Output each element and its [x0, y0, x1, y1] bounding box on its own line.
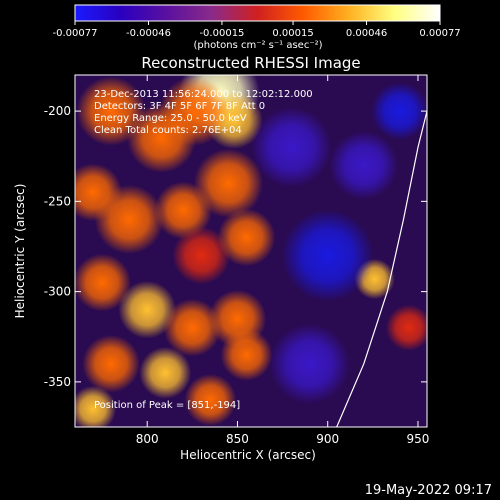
emission-blob: [193, 148, 264, 218]
colorbar-tick-label: -0.00015: [199, 28, 244, 39]
x-tick-label: 900: [316, 432, 339, 446]
colorbar-tick-label: -0.00077: [53, 28, 98, 39]
emission-blob: [269, 323, 351, 405]
y-tick-label: -350: [44, 375, 71, 389]
emission-blob: [76, 76, 146, 146]
plot-frame: [74, 74, 428, 428]
x-tick-label: 950: [407, 432, 430, 446]
emission-blob: [371, 82, 427, 140]
x-tick-label: 850: [226, 432, 249, 446]
x-axis-ticks: 800 850 900 950: [136, 75, 430, 446]
y-tick-label: -200: [44, 104, 71, 118]
colorbar-ticks: -0.00077 -0.00046 -0.00015 0.00015 0.00046 0.…: [53, 21, 461, 39]
emission-blob: [94, 184, 164, 255]
emission-blob: [163, 298, 222, 357]
emission-blob: [217, 208, 276, 267]
y-tick-label: -300: [44, 285, 71, 299]
footer-timestamp: 19-May-2022 09:17: [365, 483, 492, 498]
colorbar-unit-label: (photons cm⁻² s⁻¹ asec⁻²): [193, 40, 322, 51]
emission-blob: [385, 304, 427, 351]
emission-blob: [184, 373, 237, 426]
emission-blob: [251, 106, 333, 188]
annotation-clean-counts: Clean Total counts: 2.76E+04: [94, 125, 242, 136]
y-axis-ticks: -200 -250 -300 -350: [44, 104, 427, 389]
emission-blob: [220, 328, 273, 381]
emission-map: [75, 75, 427, 427]
annotation-energy-range: Energy Range: 25.0 - 50.0 keV: [94, 113, 247, 124]
annotation-peak-position: Position of Peak = [851,-194]: [94, 400, 240, 411]
emission-blob: [329, 130, 399, 200]
colorbar-tick-label: 0.00046: [346, 28, 387, 39]
annotation-detectors: Detectors: 3F 4F 5F 6F 7F 8F Att 0: [94, 101, 265, 112]
chart-title: Reconstructed RHESSI Image: [141, 54, 360, 72]
solar-limb-curve: [336, 110, 427, 427]
emission-blob: [75, 253, 131, 312]
emission-blob: [75, 385, 117, 427]
emission-blob: [118, 280, 177, 339]
emission-blob: [139, 346, 192, 399]
colorbar-tick-label: 0.00015: [272, 28, 313, 39]
emission-blob: [281, 209, 374, 302]
x-axis-label: Heliocentric X (arcsec): [180, 448, 316, 462]
colorbar-tick-label: 0.00077: [419, 28, 460, 39]
colorbar: [74, 4, 441, 22]
annotation-time-range: 23-Dec-2013 11:56:24.000 to 12:02:12.000: [94, 89, 313, 100]
emission-blob: [82, 334, 140, 393]
y-axis-label: Heliocentric Y (arcsec): [13, 184, 27, 319]
colorbar-tick-label: -0.00046: [126, 28, 171, 39]
y-tick-label: -250: [44, 194, 71, 208]
x-tick-label: 800: [136, 432, 159, 446]
emission-blob: [172, 226, 231, 285]
